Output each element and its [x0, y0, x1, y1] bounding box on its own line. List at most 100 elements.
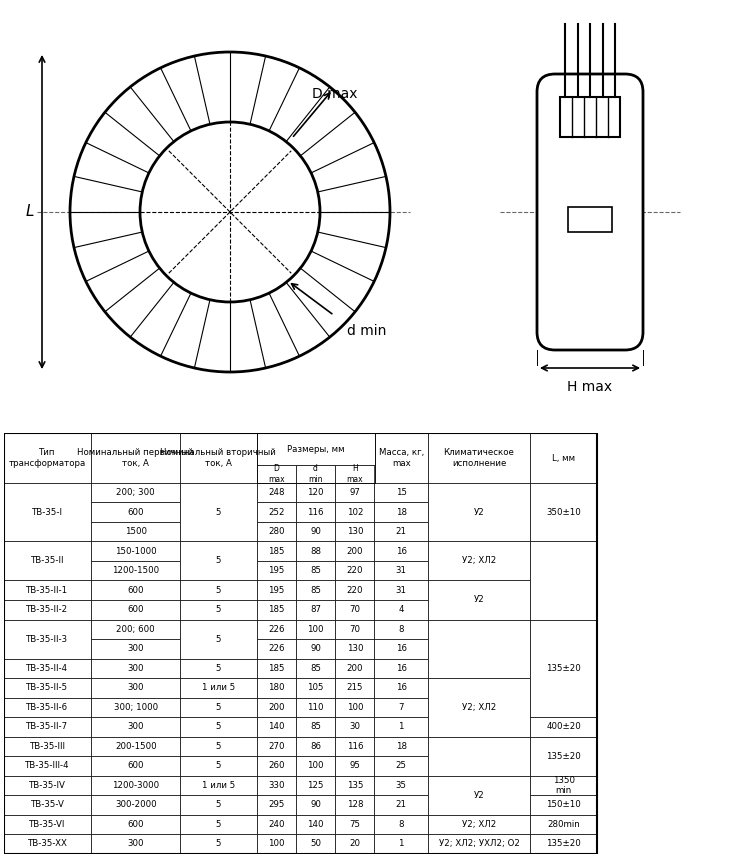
Bar — [296, 581, 336, 600]
Text: 135±20: 135±20 — [546, 839, 581, 849]
Text: 600: 600 — [127, 508, 144, 517]
Bar — [91, 795, 181, 815]
Bar — [374, 619, 428, 639]
Text: 25: 25 — [395, 761, 407, 770]
Text: 195: 195 — [268, 566, 285, 575]
Text: 1 или 5: 1 или 5 — [201, 781, 235, 790]
Text: 110: 110 — [307, 703, 324, 712]
Bar — [374, 756, 428, 776]
Text: 35: 35 — [395, 781, 407, 790]
Bar — [91, 541, 181, 561]
Text: 4: 4 — [398, 605, 404, 614]
Bar — [296, 698, 336, 717]
Bar — [530, 795, 597, 815]
Text: 128: 128 — [347, 801, 363, 809]
Bar — [257, 465, 296, 483]
Text: D max: D max — [312, 87, 357, 101]
Bar — [374, 678, 428, 698]
Bar — [257, 698, 296, 717]
Text: У2: У2 — [473, 508, 485, 517]
Text: 8: 8 — [398, 625, 404, 634]
Text: 135: 135 — [347, 781, 363, 790]
Bar — [257, 815, 296, 834]
Text: ТВ-35-II-5: ТВ-35-II-5 — [26, 683, 69, 692]
Text: 100: 100 — [347, 703, 363, 712]
Text: 90: 90 — [310, 527, 321, 536]
Text: Размеры, мм: Размеры, мм — [287, 444, 345, 454]
Bar — [257, 795, 296, 815]
Bar — [374, 776, 428, 795]
Text: 130: 130 — [347, 644, 363, 653]
Text: 600: 600 — [127, 761, 144, 770]
Text: 215: 215 — [347, 683, 363, 692]
Bar — [181, 717, 257, 737]
Bar — [296, 756, 336, 776]
Text: 5: 5 — [216, 820, 221, 829]
Bar — [257, 678, 296, 698]
Bar — [296, 795, 336, 815]
Bar — [4, 815, 91, 834]
Text: ТВ-35-III: ТВ-35-III — [29, 742, 65, 751]
Bar — [530, 433, 597, 483]
Bar — [4, 678, 91, 698]
Bar — [181, 678, 257, 698]
Bar — [257, 433, 374, 483]
Text: 5: 5 — [216, 839, 221, 849]
Bar — [374, 639, 428, 659]
Bar — [91, 619, 181, 639]
Bar — [4, 659, 91, 678]
Bar — [336, 776, 374, 795]
Bar — [568, 207, 612, 232]
Bar — [257, 503, 296, 522]
Text: ТВ-35-II-3: ТВ-35-II-3 — [26, 635, 69, 644]
Bar — [530, 815, 597, 834]
Text: 130: 130 — [347, 527, 363, 536]
Bar — [428, 737, 530, 776]
Bar — [428, 619, 530, 678]
Text: 86: 86 — [310, 742, 321, 751]
Bar — [91, 659, 181, 678]
Bar — [91, 483, 181, 503]
Bar — [336, 483, 374, 503]
Text: 600: 600 — [127, 605, 144, 614]
Bar — [374, 698, 428, 717]
Text: 300: 300 — [127, 664, 144, 673]
Bar — [4, 541, 91, 581]
Text: 95: 95 — [350, 761, 360, 770]
Text: 240: 240 — [268, 820, 285, 829]
Bar — [428, 541, 530, 581]
Bar — [181, 834, 257, 854]
Bar — [91, 639, 181, 659]
Bar — [91, 581, 181, 600]
Bar — [336, 561, 374, 581]
Text: 21: 21 — [395, 801, 407, 809]
Text: D
max: D max — [268, 464, 285, 484]
Text: ТВ-35-II: ТВ-35-II — [31, 557, 64, 565]
Bar — [257, 737, 296, 756]
Bar — [257, 717, 296, 737]
Bar — [181, 433, 257, 483]
Bar — [336, 737, 374, 756]
Bar — [374, 815, 428, 834]
Bar — [374, 659, 428, 678]
Text: 200; 600: 200; 600 — [116, 625, 155, 634]
Bar — [181, 698, 257, 717]
Bar — [296, 737, 336, 756]
Text: 18: 18 — [395, 742, 407, 751]
Text: 5: 5 — [216, 557, 221, 565]
Bar — [530, 737, 597, 776]
Text: 180: 180 — [268, 683, 285, 692]
Bar — [91, 600, 181, 619]
Bar — [4, 433, 597, 854]
Bar — [257, 581, 296, 600]
Bar — [530, 776, 597, 795]
Text: 295: 295 — [268, 801, 285, 809]
Text: 88: 88 — [310, 547, 321, 556]
Bar — [374, 483, 428, 503]
Text: 75: 75 — [349, 820, 360, 829]
Bar — [257, 639, 296, 659]
Bar — [374, 600, 428, 619]
Text: 220: 220 — [347, 586, 363, 595]
Bar — [257, 619, 296, 639]
Bar — [428, 815, 530, 834]
